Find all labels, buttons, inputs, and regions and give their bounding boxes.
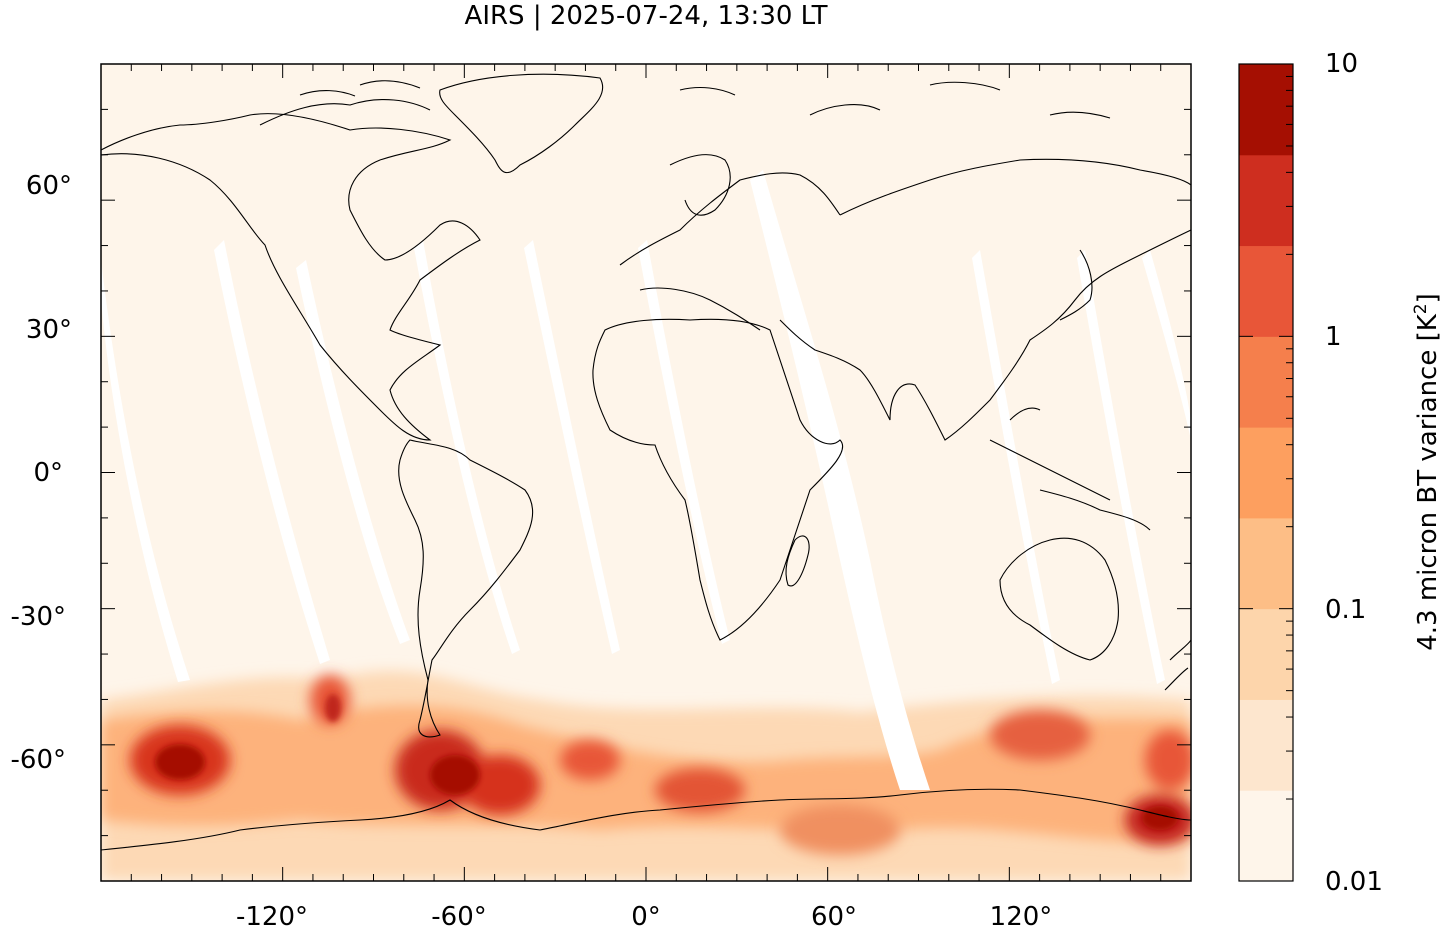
coastlines <box>101 73 1191 851</box>
map-title: AIRS | 2025-07-24, 13:30 LT <box>465 1 828 31</box>
coastline-north-america <box>101 113 481 441</box>
colorbar-segment <box>1239 154 1293 247</box>
colorbar-segment <box>1239 427 1293 519</box>
colorbar-segment <box>1239 245 1293 337</box>
colorbar-tick-label: 10 <box>1325 49 1358 79</box>
variance-field <box>101 671 1191 880</box>
colorbar-segment <box>1239 790 1293 882</box>
lon-tick-labels: -120° -60° 0° 60° 120° <box>236 902 1052 930</box>
colorbar-segment <box>1239 608 1293 700</box>
colorbar-frame <box>1238 63 1294 882</box>
coastline-antarctica <box>101 788 1191 851</box>
colorbar-segment <box>1239 336 1293 428</box>
coastline-madagascar <box>785 535 810 587</box>
map-panel <box>101 64 1191 881</box>
lat-tick-label: 60° <box>26 171 72 201</box>
variance-hotspot <box>780 805 900 855</box>
coastline-africa <box>592 318 844 641</box>
variance-core <box>155 744 205 780</box>
coastline-australia <box>999 537 1119 661</box>
lat-tick-label: -30° <box>11 602 66 632</box>
variance-core <box>1142 806 1178 830</box>
lat-tick-label: 0° <box>33 458 63 488</box>
lat-tick-label: 30° <box>26 315 72 345</box>
colorbar-segment <box>1239 699 1293 791</box>
variance-hotspot <box>560 740 620 780</box>
variance-hotspot <box>460 755 540 815</box>
colorbar: 10 1 0.1 0.01 4.3 micron BT variance [K2… <box>1238 49 1442 897</box>
coastline-arctic-islands <box>259 80 1111 126</box>
coastline-japan <box>1059 249 1093 321</box>
lon-tick-label: 60° <box>811 902 857 930</box>
variance-hotspot <box>1145 730 1191 790</box>
orbit-gaps <box>101 170 1191 790</box>
coastline-new-zealand <box>1164 639 1191 691</box>
colorbar-segment <box>1239 64 1293 156</box>
variance-band-mid <box>101 705 1191 843</box>
lon-tick-label: -120° <box>236 902 308 930</box>
variance-core <box>325 694 341 722</box>
lon-tick-label: -60° <box>431 902 486 930</box>
variance-core <box>430 755 480 795</box>
coastline-south-america <box>398 439 534 738</box>
variance-hotspot <box>990 710 1090 760</box>
colorbar-ticks <box>1239 63 1293 882</box>
coastline-asia <box>779 158 1191 441</box>
variance-hotspot <box>655 768 745 812</box>
colorbar-tick-label: 0.1 <box>1325 595 1366 625</box>
lat-tick-label: -60° <box>11 745 66 775</box>
colorbar-tick-label: 1 <box>1325 322 1342 352</box>
map-ticks <box>101 64 1191 881</box>
lon-tick-label: 120° <box>990 902 1053 930</box>
coastline-europe <box>619 154 841 331</box>
colorbar-segment <box>1239 517 1293 610</box>
colorbar-segments <box>1239 64 1293 882</box>
lat-tick-labels: 60° 30° 0° -30° -60° <box>11 171 72 775</box>
colorbar-tick-label: 0.01 <box>1325 867 1383 897</box>
coastline-se-asia <box>989 407 1151 531</box>
lon-tick-label: 0° <box>631 902 661 930</box>
colorbar-label: 4.3 micron BT variance [K2] <box>1411 293 1442 651</box>
coastline-greenland <box>439 73 604 174</box>
